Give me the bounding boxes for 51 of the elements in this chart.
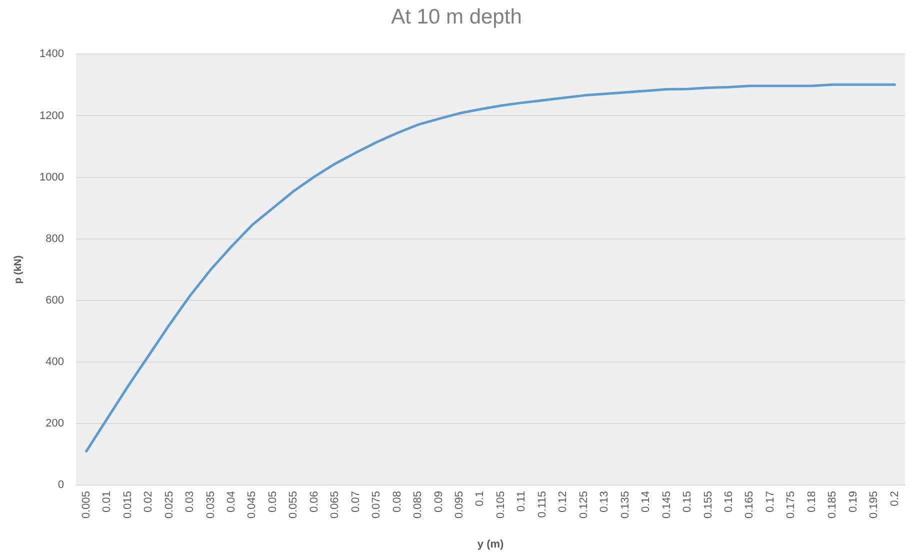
x-tick-label: 0.18 — [806, 491, 818, 512]
x-tick-label: 0.055 — [288, 491, 300, 519]
y-tick-label: 1200 — [40, 110, 64, 122]
y-tick-label: 200 — [46, 417, 64, 430]
y-axis-title: p (kN) — [12, 255, 24, 284]
y-tick-label: 800 — [46, 232, 64, 245]
x-tick-label: 0.105 — [494, 491, 507, 519]
x-tick-label: 0.07 — [350, 491, 362, 512]
x-axis-title: y (m) — [477, 538, 504, 550]
x-tick-label: 0.16 — [722, 491, 735, 512]
x-tick-label: 0.02 — [142, 491, 155, 512]
x-tick-label: 0.11 — [516, 491, 528, 512]
x-tick-label: 0.035 — [204, 491, 217, 519]
x-tick-label: 0.03 — [184, 491, 196, 512]
x-tick-label: 0.015 — [122, 491, 134, 519]
x-tick-label: 0.15 — [682, 491, 694, 512]
x-tick-label: 0.155 — [702, 491, 714, 519]
x-tick-label: 0.145 — [660, 491, 673, 519]
x-tick-label: 0.195 — [868, 491, 880, 519]
x-tick-label: 0.175 — [785, 491, 798, 519]
x-tick-label: 0.19 — [847, 491, 860, 512]
x-tick-label: 0.13 — [598, 491, 611, 512]
x-tick-label: 0.09 — [432, 491, 445, 512]
x-tick-label: 0.165 — [744, 491, 756, 519]
x-tick-label: 0.075 — [370, 491, 383, 519]
x-tick-label: 0.05 — [266, 491, 279, 512]
x-tick-label: 0.12 — [557, 491, 570, 512]
x-tick-label: 0.01 — [101, 491, 114, 512]
y-tick-label: 0 — [58, 479, 64, 492]
x-tick-label: 0.2 — [888, 491, 901, 506]
x-tick-label: 0.1 — [474, 491, 486, 506]
y-tick-label: 1400 — [40, 48, 64, 60]
y-tick-label: 400 — [46, 356, 64, 368]
x-tick-label: 0.125 — [578, 491, 590, 519]
x-tick-label: 0.045 — [246, 491, 258, 519]
x-tick-label: 0.14 — [640, 491, 652, 512]
x-tick-label: 0.08 — [391, 491, 404, 512]
x-tick-label: 0.065 — [329, 491, 342, 519]
y-tick-label: 600 — [46, 294, 64, 306]
chart-title: At 10 m depth — [391, 5, 522, 28]
x-tick-label: 0.095 — [454, 491, 466, 519]
x-tick-label: 0.135 — [619, 491, 632, 519]
x-tick-label: 0.17 — [764, 491, 776, 512]
x-tick-label: 0.115 — [536, 491, 548, 518]
x-tick-label: 0.085 — [412, 491, 424, 519]
x-tick-label: 0.06 — [308, 491, 320, 512]
x-tick-label: 0.005 — [80, 491, 92, 519]
x-tick-label: 0.04 — [225, 491, 238, 512]
x-tick-label: 0.025 — [163, 491, 176, 519]
y-tick-label: 1000 — [40, 171, 64, 184]
x-tick-label: 0.185 — [826, 491, 839, 519]
